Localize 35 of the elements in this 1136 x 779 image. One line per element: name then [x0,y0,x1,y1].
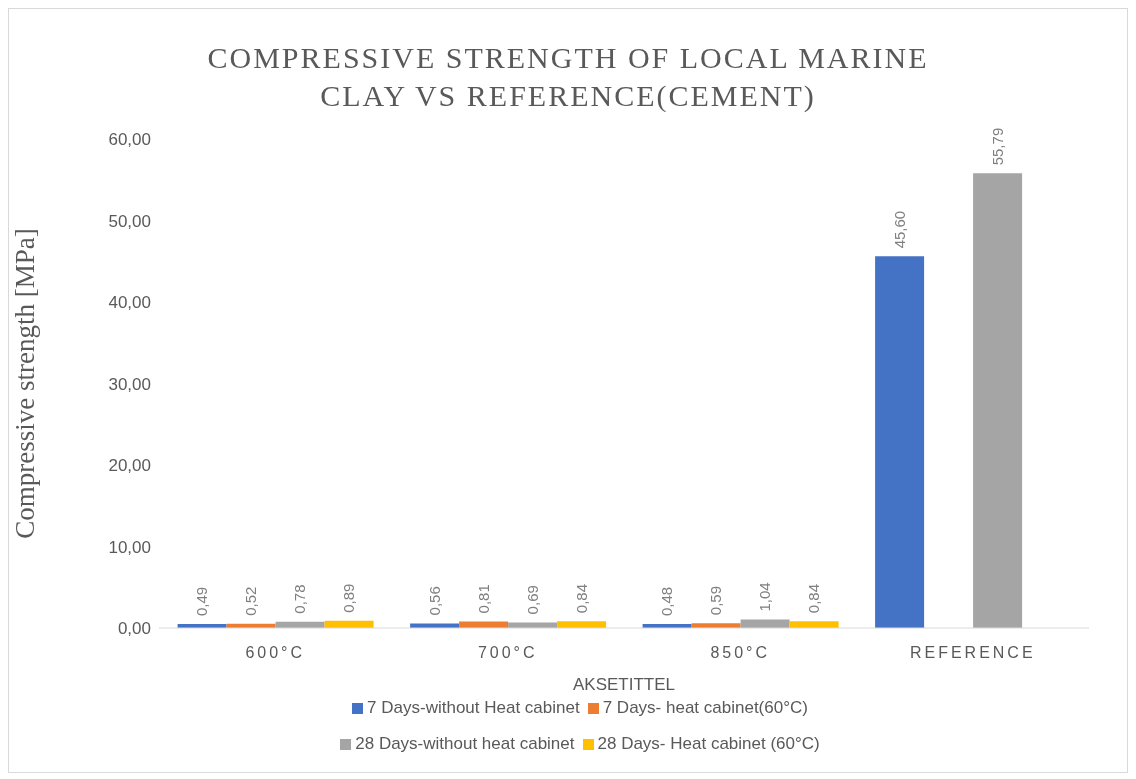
data-label: 0,78 [291,584,309,614]
y-tick-label: 0,00 [117,619,151,639]
data-label: 0,48 [658,586,676,617]
data-label: 0,84 [805,583,823,614]
y-tick-label: 10,00 [108,537,151,557]
data-label: 45,60 [890,210,908,249]
data-label: 0,81 [474,584,492,614]
bar [459,621,509,628]
data-label: 0,52 [242,586,260,616]
y-tick-label: 50,00 [108,211,151,231]
bar [973,173,1023,628]
x-tick-label: 850°C [710,644,771,661]
x-tick-label: REFERENCE [909,644,1036,661]
y-tick-label: 40,00 [108,293,151,313]
x-tick-label: 700°C [477,644,538,661]
legend-label: 28 Days-without heat cabinet [354,734,575,754]
data-label: 0,89 [340,583,358,613]
data-label: 0,56 [425,586,443,616]
chart-title: COMPRESSIVE STRENGTH OF LOCAL MARINE CLAY VS REFERENCE(CEMENT) [206,40,930,114]
legend-label: 28 Days- Heat cabinet (60°C) [596,734,820,754]
bar [875,256,925,628]
y-tick-label: 20,00 [108,456,151,476]
y-tick-label: 60,00 [108,130,151,150]
y-axis-title: Compressive strength [MPa] [9,228,40,539]
legend-label: 7 Days- heat cabinet(60°C) [601,698,808,718]
data-label: 0,69 [523,585,541,615]
data-label: 55,79 [988,127,1006,166]
y-tick-label: 30,00 [108,374,151,394]
x-tick-label: 600°C [245,644,306,661]
data-label: 0,84 [572,583,590,614]
x-axis-title: AKSETITTEL [572,675,676,694]
legend-label: 7 Days-without Heat cabinet [366,698,580,718]
data-label: 0,59 [707,585,725,616]
data-label: 0,49 [193,586,211,617]
data-label: 1,04 [756,582,774,612]
